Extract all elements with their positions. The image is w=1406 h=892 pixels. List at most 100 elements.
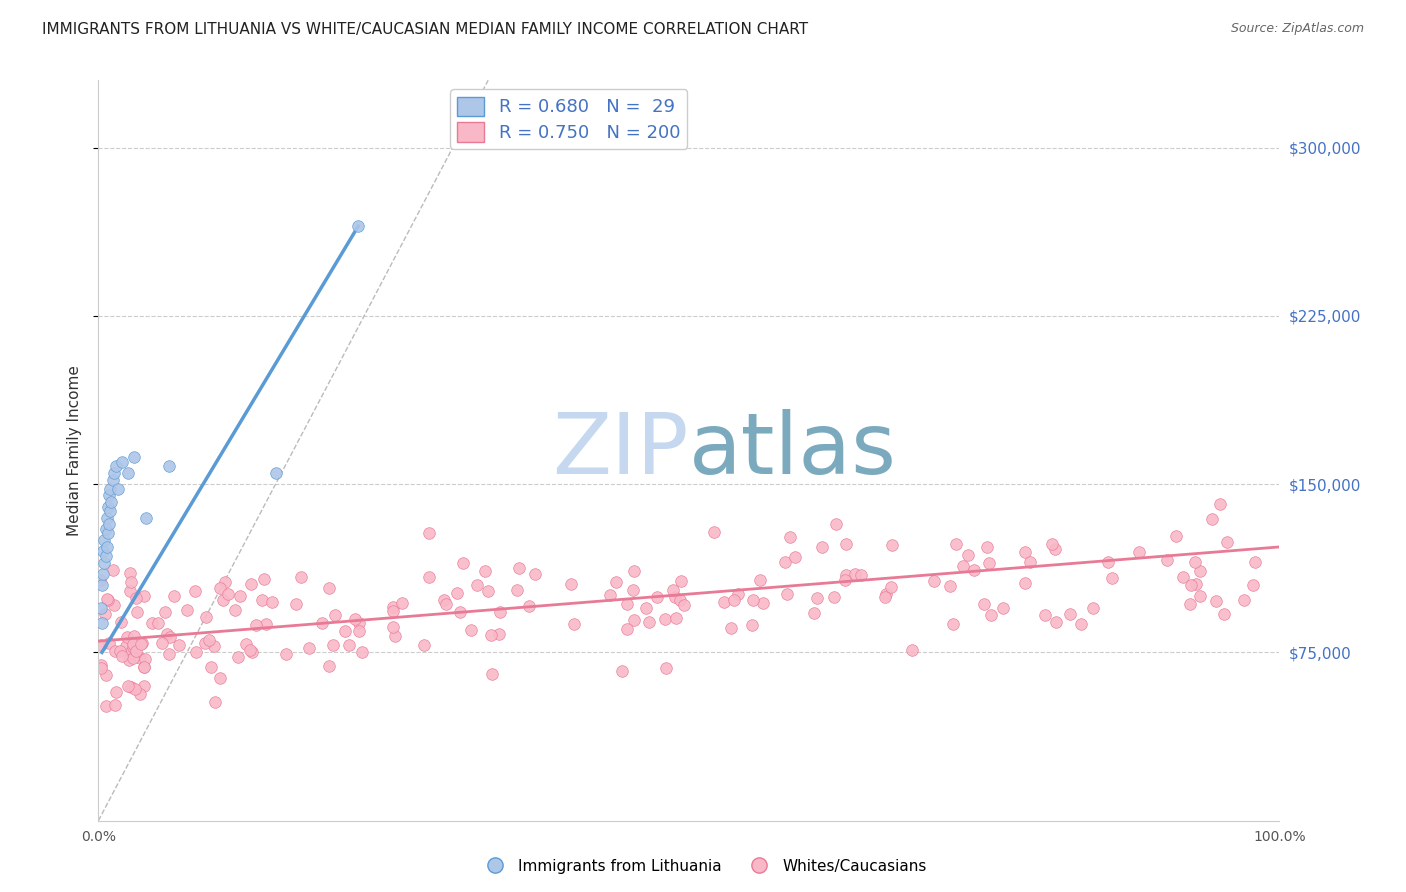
Point bbox=[942, 616, 965, 631]
Point bbox=[980, 607, 1002, 622]
Point bbox=[157, 647, 180, 661]
Point bbox=[900, 642, 922, 657]
Point bbox=[654, 612, 676, 626]
Point bbox=[141, 616, 163, 631]
Point bbox=[103, 598, 125, 612]
Point bbox=[479, 627, 502, 641]
Point bbox=[474, 564, 496, 578]
Point bbox=[882, 538, 904, 552]
Point bbox=[1040, 537, 1063, 551]
Point bbox=[623, 564, 645, 578]
Point bbox=[720, 621, 742, 635]
Point bbox=[93, 556, 115, 570]
Point bbox=[184, 645, 207, 659]
Point bbox=[323, 607, 346, 622]
Point bbox=[347, 219, 370, 233]
Point bbox=[741, 618, 763, 632]
Point bbox=[481, 666, 503, 681]
Point bbox=[477, 584, 499, 599]
Point bbox=[1128, 545, 1150, 559]
Point bbox=[105, 459, 128, 474]
Point bbox=[352, 645, 374, 659]
Point bbox=[1018, 555, 1040, 569]
Point bbox=[742, 593, 765, 607]
Point bbox=[1059, 607, 1081, 622]
Point bbox=[103, 563, 125, 577]
Point bbox=[664, 590, 686, 604]
Point bbox=[96, 540, 118, 554]
Point bbox=[195, 610, 218, 624]
Point bbox=[132, 660, 155, 674]
Point bbox=[727, 587, 749, 601]
Point bbox=[96, 591, 118, 606]
Point bbox=[146, 616, 169, 631]
Point bbox=[669, 574, 692, 588]
Point bbox=[120, 575, 142, 590]
Point bbox=[103, 466, 125, 480]
Point bbox=[93, 533, 115, 548]
Point bbox=[835, 537, 858, 551]
Point bbox=[107, 482, 129, 496]
Point bbox=[505, 582, 527, 597]
Point bbox=[723, 593, 745, 607]
Point bbox=[235, 637, 257, 651]
Point bbox=[132, 660, 155, 674]
Point bbox=[347, 624, 370, 639]
Point bbox=[1033, 607, 1056, 622]
Point bbox=[1201, 512, 1223, 526]
Point bbox=[517, 599, 540, 613]
Point bbox=[229, 589, 252, 603]
Point bbox=[645, 590, 668, 604]
Point bbox=[118, 584, 141, 599]
Point bbox=[1097, 555, 1119, 569]
Point bbox=[322, 639, 344, 653]
Point bbox=[924, 574, 946, 589]
Point bbox=[254, 617, 277, 632]
Point bbox=[245, 618, 267, 632]
Point bbox=[446, 586, 468, 600]
Point bbox=[93, 607, 115, 622]
Point bbox=[94, 522, 117, 536]
Point bbox=[879, 580, 901, 594]
Point bbox=[1189, 564, 1212, 578]
Point bbox=[90, 657, 112, 672]
Point bbox=[98, 488, 121, 502]
Point bbox=[104, 644, 127, 658]
Point bbox=[713, 595, 735, 609]
Point bbox=[125, 591, 148, 605]
Point bbox=[214, 574, 236, 589]
Point bbox=[973, 597, 995, 611]
Point bbox=[1045, 615, 1067, 629]
Point bbox=[117, 679, 139, 693]
Point bbox=[381, 620, 404, 634]
Point bbox=[1188, 589, 1211, 603]
Point bbox=[875, 587, 897, 601]
Point bbox=[347, 615, 370, 630]
Point bbox=[673, 598, 696, 612]
Point bbox=[825, 516, 848, 531]
Point bbox=[1156, 552, 1178, 566]
Point bbox=[89, 574, 111, 588]
Point bbox=[465, 578, 488, 592]
Point bbox=[560, 577, 582, 591]
Point bbox=[111, 648, 134, 663]
Point bbox=[1164, 529, 1187, 543]
Point bbox=[122, 637, 145, 651]
Point bbox=[209, 671, 232, 685]
Point bbox=[298, 640, 321, 655]
Point bbox=[169, 638, 191, 652]
Point bbox=[125, 605, 148, 619]
Point bbox=[489, 605, 512, 619]
Point bbox=[665, 611, 688, 625]
Point bbox=[783, 549, 806, 564]
Legend: Immigrants from Lithuania, Whites/Caucasians: Immigrants from Lithuania, Whites/Caucas… bbox=[474, 853, 932, 880]
Point bbox=[163, 589, 186, 603]
Point bbox=[945, 537, 967, 551]
Point bbox=[991, 601, 1014, 615]
Point bbox=[91, 566, 114, 581]
Point bbox=[176, 603, 198, 617]
Point bbox=[121, 650, 143, 665]
Point bbox=[873, 590, 896, 604]
Point bbox=[623, 614, 645, 628]
Point bbox=[91, 578, 114, 592]
